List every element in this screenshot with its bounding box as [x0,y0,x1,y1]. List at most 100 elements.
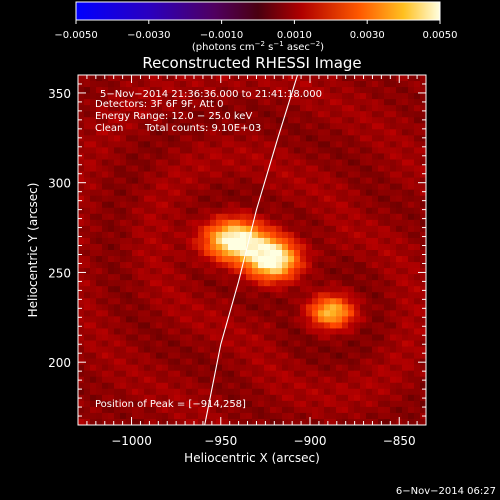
heatmap-pixel [330,231,337,239]
heatmap-pixel [162,147,169,155]
heatmap-pixel [144,189,151,197]
heatmap-pixel [318,237,325,245]
heatmap-pixel [114,207,121,215]
heatmap-pixel [342,189,349,197]
heatmap-pixel [306,340,313,348]
heatmap-pixel [114,99,121,106]
heatmap-pixel [84,310,91,317]
heatmap-pixel [126,328,133,336]
heatmap-pixel [348,111,355,118]
heatmap-pixel [276,213,283,221]
heatmap-pixel [294,262,301,269]
heatmap-pixel [186,105,193,112]
heatmap-pixel [384,250,391,257]
heatmap-pixel [168,400,175,408]
heatmap-pixel [144,153,151,161]
heatmap-pixel [408,418,415,425]
heatmap-pixel [378,364,385,372]
heatmap-pixel [324,165,331,173]
heatmap-pixel [276,364,283,372]
heatmap-pixel [312,376,319,384]
heatmap-pixel [330,135,337,142]
heatmap-pixel [384,105,391,112]
heatmap-pixel [330,117,337,124]
heatmap-pixel [162,328,169,336]
heatmap-pixel [306,165,313,173]
heatmap-pixel [324,346,331,354]
heatmap-pixel [108,310,115,317]
heatmap-pixel [138,123,145,130]
heatmap-pixel [306,280,313,287]
heatmap-pixel [102,87,109,94]
heatmap-pixel [192,268,199,275]
heatmap-pixel [216,388,223,396]
heatmap-pixel [354,165,361,173]
heatmap-pixel [402,280,409,287]
heatmap-pixel [102,189,109,197]
heatmap-pixel [144,93,151,100]
heatmap-pixel [384,219,391,227]
heatmap-pixel [198,322,205,330]
heatmap-pixel [384,123,391,130]
heatmap-pixel [192,370,199,378]
heatmap-pixel [336,75,343,82]
heatmap-pixel [408,195,415,203]
heatmap-pixel [420,159,426,167]
heatmap-pixel [228,147,235,155]
heatmap-pixel [300,256,307,263]
heatmap-pixel [354,159,361,167]
heatmap-pixel [198,298,205,305]
heatmap-pixel [360,292,367,299]
heatmap-pixel [384,171,391,179]
heatmap-pixel [132,123,139,130]
heatmap-pixel [252,334,259,342]
heatmap-pixel [174,274,181,281]
heatmap-pixel [168,394,175,402]
heatmap-pixel [156,370,163,378]
heatmap-pixel [402,147,409,155]
heatmap-pixel [258,195,265,203]
heatmap-pixel [204,177,211,185]
heatmap-pixel [204,328,211,336]
heatmap-pixel [126,213,133,221]
heatmap-pixel [342,243,349,251]
heatmap-pixel [96,81,103,88]
heatmap-pixel [264,364,271,372]
heatmap-pixel [288,376,295,384]
heatmap-pixel [258,129,265,136]
heatmap-pixel [396,171,403,179]
heatmap-pixel [222,268,229,275]
heatmap-pixel [282,250,289,257]
heatmap-pixel [330,268,337,275]
heatmap-pixel [204,237,211,245]
heatmap-pixel [192,165,199,173]
heatmap-pixel [348,171,355,179]
heatmap-pixel [90,213,97,221]
heatmap-pixel [312,406,319,414]
heatmap-pixel [240,358,247,366]
heatmap-pixel [282,292,289,299]
heatmap-pixel [84,268,91,275]
heatmap-pixel [204,334,211,342]
heatmap-pixel [288,213,295,221]
heatmap-pixel [270,286,277,293]
heatmap-pixel [108,159,115,167]
heatmap-pixel [102,207,109,215]
y-tick-label: 200 [48,356,71,370]
heatmap-pixel [402,292,409,299]
heatmap-pixel [402,87,409,94]
heatmap-pixel [258,322,265,330]
heatmap-pixel [252,219,259,227]
heatmap-pixel [96,250,103,257]
heatmap-pixel [342,201,349,209]
heatmap-pixel [222,298,229,305]
heatmap-pixel [84,159,91,167]
heatmap-pixel [180,280,187,287]
heatmap-pixel [420,99,426,106]
heatmap-pixel [360,219,367,227]
heatmap-pixel [156,81,163,88]
heatmap-pixel [276,207,283,215]
heatmap-pixel [324,412,331,420]
heatmap-pixel [192,237,199,245]
heatmap-pixel [378,328,385,336]
